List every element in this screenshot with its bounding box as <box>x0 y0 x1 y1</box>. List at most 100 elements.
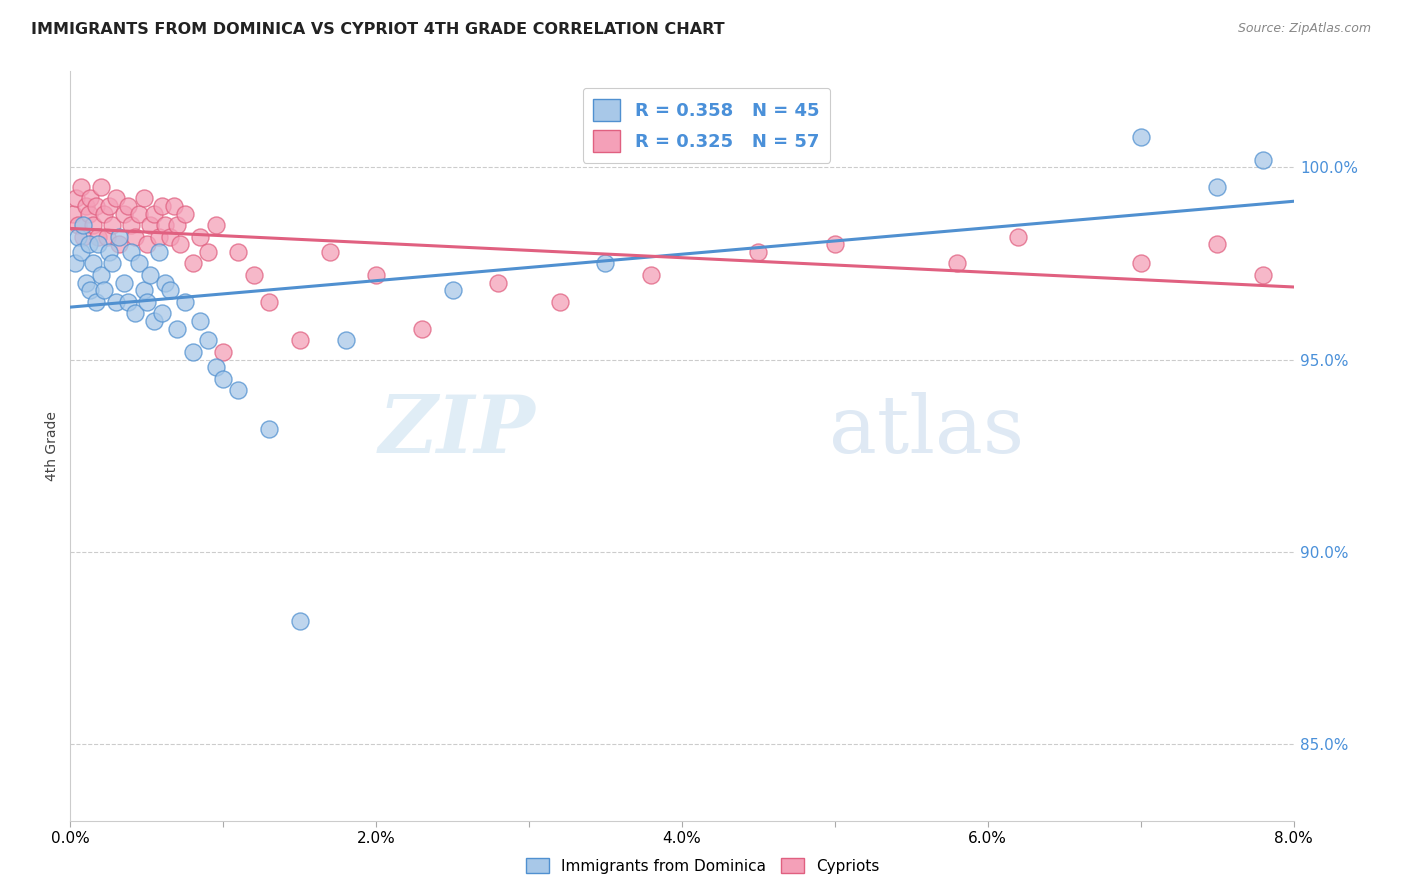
Point <box>112 276 135 290</box>
Point <box>63 256 86 270</box>
Text: Source: ZipAtlas.com: Source: ZipAtlas.com <box>1237 22 1371 36</box>
Legend: Immigrants from Dominica, Cypriots: Immigrants from Dominica, Cypriots <box>520 852 886 880</box>
Point <box>121 218 143 232</box>
Point <box>97 199 120 213</box>
Point <box>159 229 181 244</box>
Point <box>150 306 173 320</box>
Point <box>79 191 101 205</box>
Point <box>411 322 433 336</box>
Point <box>84 199 107 213</box>
Point <box>595 256 617 270</box>
Point <box>150 199 173 213</box>
Point <box>257 422 280 436</box>
Point <box>488 276 510 290</box>
Point <box>159 284 181 298</box>
Point <box>204 218 226 232</box>
Point <box>143 206 166 220</box>
Legend: R = 0.358   N = 45, R = 0.325   N = 57: R = 0.358 N = 45, R = 0.325 N = 57 <box>582 88 830 162</box>
Point <box>174 206 197 220</box>
Point <box>105 294 128 309</box>
Point <box>132 191 155 205</box>
Point <box>79 284 101 298</box>
Point <box>117 294 139 309</box>
Point <box>90 179 112 194</box>
Point <box>135 237 157 252</box>
Point <box>70 179 93 194</box>
Point <box>166 322 188 336</box>
Point <box>163 199 186 213</box>
Point <box>139 218 162 232</box>
Point <box>128 256 150 270</box>
Point <box>243 268 266 282</box>
Point <box>747 244 769 259</box>
Point <box>105 191 128 205</box>
Point <box>824 237 846 252</box>
Point <box>90 268 112 282</box>
Point <box>212 344 235 359</box>
Text: ZIP: ZIP <box>378 392 536 470</box>
Point <box>128 206 150 220</box>
Point <box>62 206 84 220</box>
Point <box>124 306 146 320</box>
Point <box>188 314 211 328</box>
Point <box>1206 179 1229 194</box>
Point <box>228 244 250 259</box>
Point <box>166 218 188 232</box>
Text: IMMIGRANTS FROM DOMINICA VS CYPRIOT 4TH GRADE CORRELATION CHART: IMMIGRANTS FROM DOMINICA VS CYPRIOT 4TH … <box>31 22 724 37</box>
Point <box>93 206 115 220</box>
Point <box>100 256 122 270</box>
Point <box>197 244 219 259</box>
Point <box>82 218 104 232</box>
Y-axis label: 4th Grade: 4th Grade <box>45 411 59 481</box>
Point <box>288 614 311 628</box>
Point <box>441 284 464 298</box>
Point <box>288 334 311 348</box>
Point <box>82 256 104 270</box>
Point <box>153 276 176 290</box>
Point <box>640 268 662 282</box>
Point <box>335 334 357 348</box>
Point <box>1007 229 1029 244</box>
Point <box>181 256 204 270</box>
Point <box>70 244 93 259</box>
Point <box>1129 129 1152 144</box>
Point <box>366 268 388 282</box>
Point <box>75 199 97 213</box>
Point <box>188 229 211 244</box>
Point <box>228 384 250 398</box>
Point <box>1206 237 1229 252</box>
Point <box>319 244 342 259</box>
Point <box>139 268 162 282</box>
Point <box>169 237 191 252</box>
Point <box>181 344 204 359</box>
Point <box>135 294 157 309</box>
Point <box>87 229 110 244</box>
Point <box>1251 268 1274 282</box>
Point <box>121 244 143 259</box>
Point <box>72 229 94 244</box>
Point <box>257 294 280 309</box>
Point <box>153 218 176 232</box>
Point <box>148 229 170 244</box>
Point <box>174 294 197 309</box>
Point <box>75 276 97 290</box>
Point <box>108 237 131 252</box>
Point <box>112 206 135 220</box>
Point <box>72 218 94 232</box>
Point <box>548 294 571 309</box>
Point <box>124 229 146 244</box>
Point <box>84 294 107 309</box>
Point <box>132 284 155 298</box>
Point <box>87 237 110 252</box>
Point <box>77 206 100 220</box>
Point <box>77 237 100 252</box>
Point <box>97 244 120 259</box>
Point <box>117 199 139 213</box>
Point <box>148 244 170 259</box>
Point <box>66 218 89 232</box>
Point <box>96 229 118 244</box>
Point <box>946 256 969 270</box>
Point <box>1251 153 1274 167</box>
Point <box>93 284 115 298</box>
Point <box>100 218 122 232</box>
